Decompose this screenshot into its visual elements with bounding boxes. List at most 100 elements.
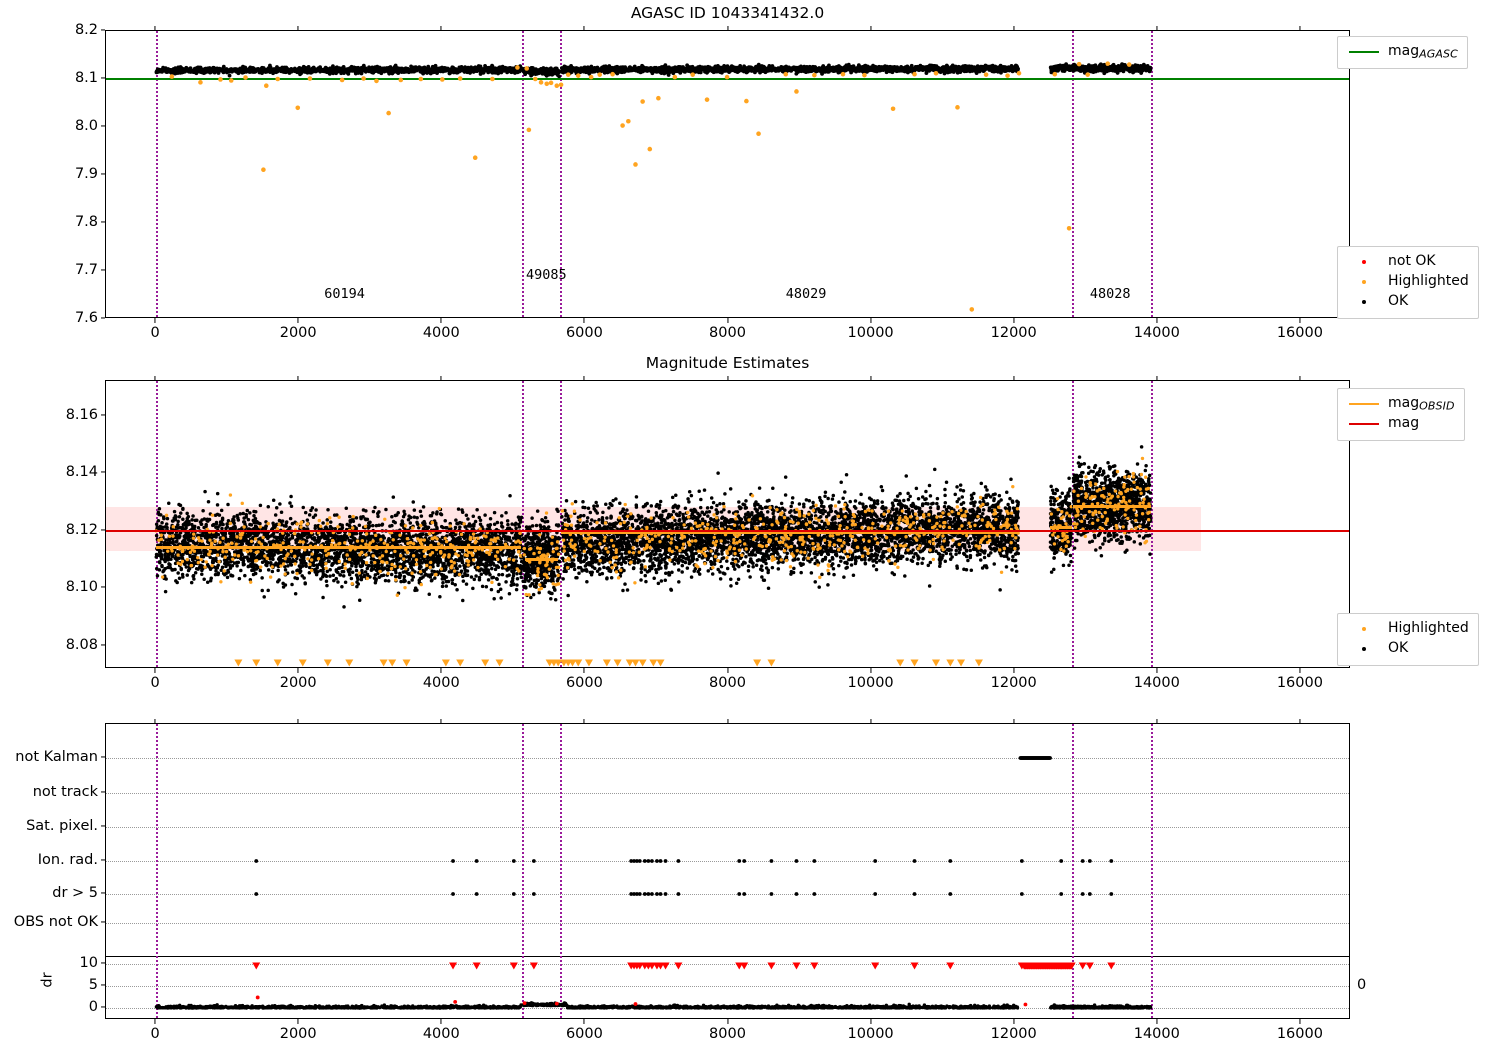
y-tick-label: 7.9 [74, 166, 98, 182]
dr-tick-label: 0 [88, 999, 98, 1015]
flag-gridline [106, 827, 1349, 828]
x-tick-label: 6000 [565, 1026, 603, 1042]
x-tick-mark-top [154, 718, 156, 723]
x-tick-mark [440, 668, 442, 673]
y-tick-label: 7.8 [74, 214, 98, 230]
mag-agasc-legend: magAGASC [1337, 36, 1468, 69]
dr-gridline [106, 964, 1349, 965]
legend-entry: Highlighted [1347, 272, 1469, 292]
flag-label: not Kalman [15, 749, 98, 765]
x-tick-mark [440, 1019, 442, 1024]
legend-line [1349, 402, 1379, 406]
x-tick-mark [583, 1019, 585, 1024]
y-tick-mark [100, 644, 105, 646]
flag-tick-mark [100, 825, 105, 827]
x-tick-mark-top [870, 375, 872, 380]
y-tick-mark [100, 529, 105, 531]
dr-tick-label: 5 [88, 977, 98, 993]
x-tick-mark [1013, 318, 1015, 323]
obsid-divider-line [522, 381, 525, 667]
legend-entry: OK [1347, 639, 1469, 659]
x-tick-mark-top [1299, 718, 1301, 723]
legend-label: mag [1388, 415, 1420, 432]
obsid-divider-line [522, 724, 525, 1018]
mag-estimate-legend: magOBSID mag [1337, 388, 1465, 441]
flag-tick-mark [100, 892, 105, 894]
legend-label: not OK [1388, 253, 1436, 270]
x-tick-mark-top [440, 718, 442, 723]
mag-obsid-segment [524, 558, 559, 562]
flag-gridline [106, 923, 1349, 924]
x-tick-label: 16000 [1276, 325, 1323, 341]
x-tick-mark-top [583, 718, 585, 723]
obsid-divider-line [156, 31, 159, 317]
legend-dot-swatch [1347, 280, 1381, 284]
point-status-legend: not OK Highlighted OK [1337, 246, 1479, 319]
y-tick-label: 8.2 [74, 22, 98, 38]
legend-line [1349, 422, 1379, 426]
x-tick-label: 2000 [279, 675, 317, 691]
x-tick-mark-top [1156, 375, 1158, 380]
obsid-divider-line [1071, 724, 1074, 1018]
legend-line-swatch [1347, 422, 1381, 426]
x-tick-mark-top [726, 375, 729, 380]
dr-tick-mark [100, 984, 105, 986]
x-tick-label: 12000 [990, 675, 1037, 691]
flag-label: OBS not OK [13, 914, 98, 930]
bottom-marker-layer [154, 756, 1153, 1010]
x-tick-mark [726, 318, 729, 323]
legend-entry: OK [1347, 292, 1469, 312]
flag-tick-mark [100, 921, 105, 923]
x-tick-mark [726, 668, 729, 673]
obsid-label: 60194 [324, 286, 365, 302]
y-tick-mark [100, 173, 105, 175]
y-tick-mark [100, 586, 105, 588]
flag-tick-mark [100, 756, 105, 758]
flag-tick-mark [100, 791, 105, 793]
mag-obsid-segment [1050, 526, 1072, 530]
legend-label: magOBSID [1388, 395, 1455, 413]
legend-dot [1362, 280, 1366, 284]
flag-label: Ion. rad. [37, 852, 98, 868]
y-tick-mark [100, 317, 105, 319]
x-tick-mark [870, 668, 872, 673]
bottom-axes [105, 723, 1350, 1019]
x-tick-label: 10000 [847, 1026, 894, 1042]
obsid-label: 49085 [526, 267, 567, 283]
y-tick-label: 8.10 [65, 579, 98, 596]
y-tick-label: 8.1 [74, 70, 98, 86]
x-tick-mark [297, 668, 299, 673]
x-tick-mark [1013, 1019, 1015, 1024]
legend-label: magAGASC [1388, 43, 1458, 61]
legend-label: OK [1388, 640, 1409, 657]
x-tick-mark-top [726, 25, 729, 30]
y-tick-mark [100, 269, 105, 271]
flag-gridline [106, 861, 1349, 862]
obsid-label: 48029 [785, 286, 827, 302]
dr-tick-label: 10 [79, 955, 98, 971]
x-tick-label: 10000 [847, 675, 894, 691]
reference-line [106, 530, 1349, 533]
y-tick-label: 8.08 [65, 636, 98, 653]
magnitude-estimates-panel: Magnitude Estimates 60194490854802948028… [66, 354, 1350, 691]
x-tick-mark [154, 1019, 156, 1024]
x-tick-mark [726, 1019, 729, 1024]
x-tick-mark-top [154, 25, 156, 30]
flags-panel: not Kalman not track Sat. pixel. Ion. rad. d… [14, 718, 1366, 1042]
y-tick-label: 8.0 [74, 118, 98, 134]
obsid-divider-line [156, 724, 159, 1018]
x-tick-mark-top [1299, 375, 1301, 380]
mag-obsid-segment [156, 545, 521, 549]
x-tick-mark [1156, 668, 1158, 673]
legend-dot [1362, 647, 1366, 651]
x-tick-mark-top [583, 375, 585, 380]
legend-dot-swatch [1347, 260, 1381, 264]
dr-tick-mark [100, 1006, 105, 1008]
x-tick-mark-top [726, 718, 729, 723]
legend-entry: magAGASC [1347, 42, 1458, 62]
x-tick-label: 4000 [422, 675, 460, 691]
x-tick-label: 4000 [422, 325, 460, 341]
y-tick-mark [100, 29, 105, 31]
dr-tick-mark [100, 962, 105, 964]
flag-label: Sat. pixel. [26, 818, 98, 834]
